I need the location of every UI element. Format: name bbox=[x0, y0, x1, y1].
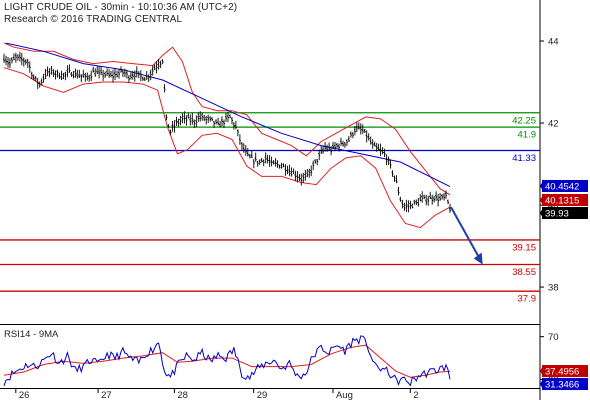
price-tag-pointer bbox=[540, 208, 543, 218]
rsi-tag-pointer bbox=[540, 379, 543, 389]
price-tag-box bbox=[542, 194, 588, 206]
price-tag-label: 40.1315 bbox=[545, 196, 579, 207]
moving-average bbox=[5, 42, 451, 188]
time-tick-label: Aug bbox=[336, 390, 353, 400]
chart-source: Research © 2016 TRADING CENTRAL bbox=[4, 14, 183, 25]
bollinger-bands bbox=[3, 42, 451, 229]
price-tick-label: 42 bbox=[548, 119, 559, 130]
chart-title: LIGHT CRUDE OIL - 30min - 10:10:36 AM (U… bbox=[4, 2, 238, 13]
level-label: 37.9 bbox=[518, 294, 537, 305]
axes: 38404244307026272829Aug2 bbox=[15, 37, 559, 400]
bollinger-lower bbox=[3, 67, 451, 229]
rsi-line bbox=[3, 335, 451, 387]
price-bars bbox=[3, 51, 451, 213]
level-label: 39.15 bbox=[512, 242, 536, 253]
rsi-ma-line bbox=[3, 344, 451, 378]
rsi-tag-box bbox=[542, 365, 588, 377]
time-tick-label: 2 bbox=[413, 390, 418, 400]
level-label: 41.33 bbox=[512, 153, 536, 164]
moving-average-line bbox=[5, 42, 451, 188]
level-label: 41.9 bbox=[518, 130, 537, 141]
rsi-tag-label: 37.4956 bbox=[545, 367, 579, 378]
price-tag-label: 40.4542 bbox=[545, 182, 579, 193]
level-lines: 42.25 41.9 41.33 39.15 38.55 37.9 bbox=[0, 112, 540, 305]
price-tag-label: 39.93 bbox=[545, 209, 569, 220]
rsi-label: RSI14 - 9MA bbox=[4, 329, 59, 340]
projection-arrow bbox=[450, 206, 483, 265]
price-tick-label: 40 bbox=[548, 201, 559, 212]
projection-arrowhead bbox=[473, 252, 483, 265]
projection-line bbox=[450, 206, 482, 262]
price-tick-label: 38 bbox=[548, 283, 559, 294]
rsi-tag-pointer bbox=[540, 366, 543, 376]
price-tags: 40.4542 40.1315 39.93 37.4956 31.3466 bbox=[540, 180, 588, 391]
rsi-tag-box bbox=[542, 378, 588, 390]
price-tag-pointer bbox=[540, 181, 543, 191]
time-tick-label: 26 bbox=[19, 390, 30, 400]
price-tag-box bbox=[542, 207, 588, 219]
level-label: 42.25 bbox=[512, 115, 536, 126]
rsi-panel bbox=[3, 335, 451, 387]
rsi-tick-label: 70 bbox=[548, 332, 559, 343]
time-tick-label: 28 bbox=[177, 390, 188, 400]
time-tick-label: 29 bbox=[257, 390, 268, 400]
rsi-tag-label: 31.3466 bbox=[545, 380, 579, 391]
chart-frame bbox=[0, 0, 541, 400]
price-series bbox=[3, 51, 451, 213]
bollinger-upper bbox=[3, 42, 451, 196]
price-tick-label: 44 bbox=[548, 37, 559, 48]
price-tag-pointer bbox=[540, 195, 543, 205]
price-tag-box bbox=[542, 180, 588, 192]
level-label: 38.55 bbox=[512, 267, 536, 278]
time-tick-label: 27 bbox=[101, 390, 112, 400]
